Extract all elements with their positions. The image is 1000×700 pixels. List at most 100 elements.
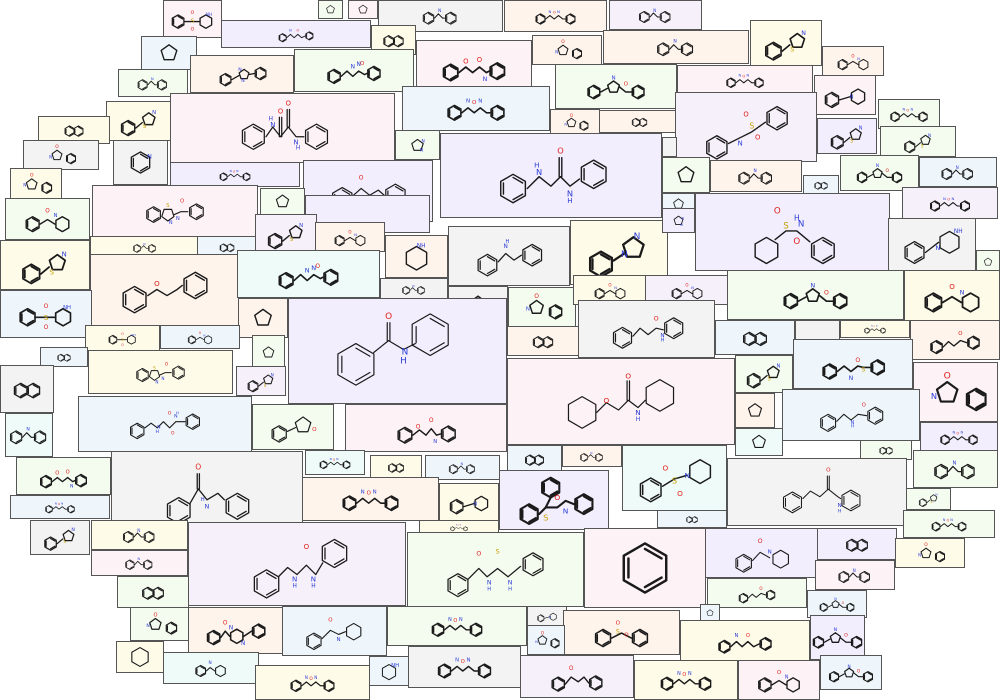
benzene-ring — [929, 200, 941, 212]
atom-n: N — [548, 9, 551, 14]
molecule-structure-drawing: ON — [526, 293, 563, 320]
atom-n: N — [151, 77, 154, 81]
molecule-structure-drawing: NO — [856, 163, 903, 184]
benzene-ring — [136, 367, 149, 383]
molecule-structure-drawing: O O NH — [567, 372, 675, 429]
atom-o: O — [463, 58, 468, 66]
atom-n: N — [876, 325, 878, 327]
cyclopentane-ring — [275, 194, 290, 208]
atom-n: N — [935, 244, 940, 252]
atom-n: N — [26, 426, 29, 432]
atom-s: S — [121, 338, 124, 342]
benzene-ring — [45, 505, 53, 514]
atom-o: O — [743, 110, 748, 118]
atom-n: N — [563, 506, 569, 515]
atom-o: O — [55, 144, 59, 150]
atom-n: N — [138, 557, 141, 561]
benzene-ring — [64, 125, 75, 137]
benzene-ring — [754, 236, 779, 265]
molecule-structure-drawing: N — [838, 568, 870, 584]
molecule-structure-drawing: ON — [758, 670, 800, 693]
molecule-structure-drawing: ON — [146, 612, 178, 635]
benzene-ring — [323, 268, 339, 286]
amide-hydrogen: H — [400, 356, 407, 366]
atom-o: O — [461, 659, 465, 665]
molecule-tile: O — [910, 320, 1000, 360]
atom-n: N — [305, 267, 310, 275]
molecule-tile: N — [163, 652, 259, 684]
benzene-ring — [758, 677, 772, 693]
benzene-ring — [856, 171, 868, 184]
molecule-structure-drawing — [262, 346, 275, 358]
atom-o: O — [857, 669, 861, 674]
molecule-structure-drawing: N — [941, 165, 973, 181]
atom-n: N — [311, 575, 316, 584]
benzene-ring — [130, 422, 145, 440]
atom-h: H — [508, 586, 512, 592]
atom-o: O — [944, 371, 951, 381]
benzene-ring — [940, 434, 950, 446]
atom-o: O — [165, 362, 169, 367]
molecule-tile: N — [91, 520, 188, 550]
atom-n: N — [176, 216, 180, 222]
benzene-ring — [962, 167, 973, 181]
atom-n: N — [536, 167, 542, 177]
atom-n: N — [356, 62, 360, 68]
benzene-ring — [442, 63, 459, 82]
thiazole-ring — [288, 225, 303, 239]
atom-n: N — [943, 196, 946, 201]
atom-n: N — [330, 457, 332, 461]
molecule-structure-drawing: ON — [837, 53, 869, 71]
benzene-ring — [323, 679, 335, 693]
atom-n: N — [848, 664, 851, 669]
atom-h: H — [487, 586, 491, 592]
molecule-tile: N — [118, 69, 188, 97]
atom-n: N — [337, 637, 341, 643]
atom-n: N — [859, 126, 863, 132]
molecule-structure-drawing — [525, 454, 544, 466]
benzene-ring — [44, 536, 57, 551]
benzene-ring — [820, 181, 828, 190]
molecule-tile: N NH — [888, 218, 976, 271]
atom-n: N — [801, 30, 806, 37]
atom-n: N — [798, 219, 805, 229]
molecule-structure-drawing: ON — [306, 618, 362, 651]
benzene-ring — [183, 271, 208, 300]
molecule-structure-drawing: NS — [120, 110, 156, 137]
atom-n: N — [155, 380, 158, 385]
molecule-tile: O — [90, 254, 240, 327]
atom-o: O — [429, 418, 434, 424]
molecule-structure-drawing: ON — [564, 113, 589, 131]
molecule-structure-drawing: N — [402, 284, 425, 295]
molecule-tile: NH — [369, 656, 409, 686]
benzene-ring — [858, 58, 869, 71]
cyclopentane-ring — [677, 166, 695, 183]
benzene-ring — [41, 181, 53, 194]
atom-h: H — [661, 338, 665, 344]
atom-h: H — [505, 239, 509, 245]
molecule-structure-drawing — [131, 647, 149, 667]
benzene-ring — [171, 14, 185, 29]
benzene-ring — [735, 553, 752, 573]
atom-nh: NH — [954, 229, 963, 235]
atom-n: N — [785, 674, 789, 680]
benzene-ring — [939, 230, 960, 254]
cyclopentane-ring — [160, 44, 178, 61]
benzene-ring — [824, 91, 840, 109]
amide-nitrogen: N — [402, 347, 409, 357]
benzene-ring — [397, 426, 413, 444]
